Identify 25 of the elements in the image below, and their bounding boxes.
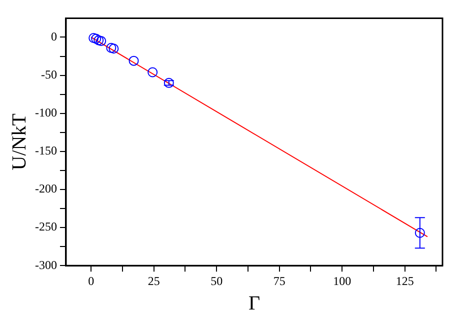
y-axis-title: U/NkT [8, 114, 30, 170]
point [108, 44, 119, 54]
y-tick-label: -200 [34, 182, 57, 196]
point [88, 32, 99, 43]
point [106, 42, 116, 53]
x-tick-label: 0 [88, 274, 94, 288]
point [164, 78, 174, 88]
y-tick-label: -250 [34, 220, 57, 234]
x-axis-title: Γ [248, 292, 260, 314]
point [94, 35, 104, 46]
point [148, 67, 158, 78]
point [414, 228, 425, 238]
x-tick-label: 50 [210, 274, 223, 288]
x-tick-label: 25 [148, 274, 160, 288]
y-tick-label: -50 [40, 67, 57, 82]
y-tick-label: -100 [34, 106, 57, 120]
x-tick-label: 125 [396, 274, 414, 288]
x-tick-label: 100 [333, 274, 352, 288]
y-tick-label: -300 [34, 258, 57, 272]
x-tick-label: 75 [273, 274, 286, 288]
point [128, 56, 139, 66]
y-tick-label: -150 [34, 144, 57, 158]
point [96, 36, 106, 46]
point [91, 34, 102, 44]
y-tick-label: 0 [50, 29, 57, 44]
